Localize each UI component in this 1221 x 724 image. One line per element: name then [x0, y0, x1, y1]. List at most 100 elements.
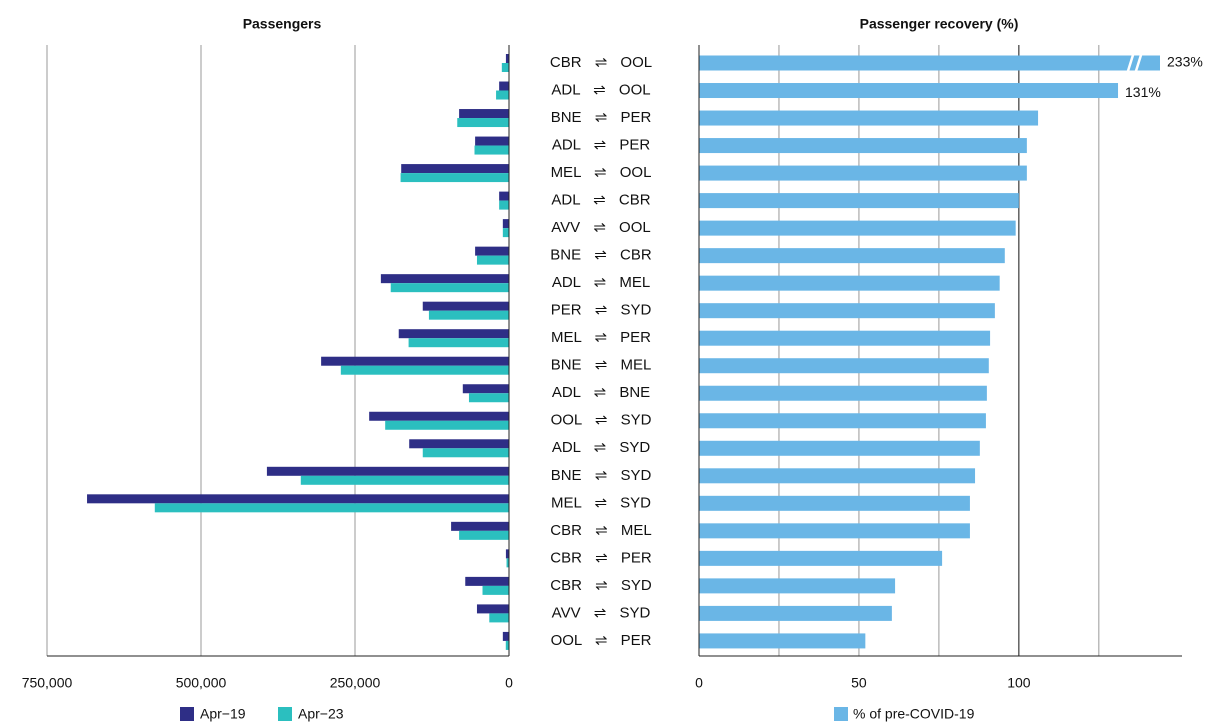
bar [699, 413, 986, 429]
bar [87, 494, 509, 504]
bar [699, 165, 1027, 181]
legend-swatch [834, 707, 848, 721]
bar [390, 283, 509, 293]
bar [699, 550, 943, 566]
bar [699, 83, 1119, 99]
bar [499, 81, 509, 91]
bar [401, 164, 509, 174]
axis-break [1134, 54, 1143, 72]
bar [475, 136, 509, 146]
bar [501, 63, 509, 72]
bar [465, 576, 509, 586]
category-label: OOL ⇌ SYD [551, 412, 652, 429]
x-tick-label: 750,000 [22, 675, 73, 691]
bar [699, 495, 970, 511]
bar [699, 110, 1039, 126]
bar [699, 248, 1005, 264]
bar [451, 521, 509, 531]
bar [154, 503, 510, 513]
bar [468, 393, 509, 403]
bar [266, 466, 509, 476]
bar [699, 385, 987, 401]
data-label: 131% [1125, 84, 1161, 100]
bar [699, 303, 995, 319]
bar [409, 439, 509, 449]
data-label: 233% [1167, 54, 1203, 70]
category-label: BNE ⇌ SYD [551, 467, 652, 484]
bar [422, 301, 509, 311]
x-tick-label: 50 [851, 675, 867, 691]
bar [699, 633, 866, 649]
bar [699, 440, 980, 456]
category-label: OOL ⇌ PER [551, 632, 652, 649]
bar [482, 585, 509, 595]
bar [398, 329, 509, 339]
bar [502, 228, 509, 238]
bar [459, 109, 509, 119]
category-label: ADL ⇌ OOL [551, 81, 650, 98]
bar [505, 54, 509, 63]
chart-title: Passengers [243, 16, 322, 32]
bar [502, 631, 509, 641]
bar [369, 411, 509, 421]
bar [699, 275, 1000, 291]
legend-label: Apr−19 [200, 706, 246, 722]
x-tick-label: 0 [695, 675, 703, 691]
bar [505, 549, 509, 559]
category-label: BNE ⇌ MEL [551, 357, 652, 374]
x-tick-label: 0 [505, 675, 513, 691]
bar [321, 356, 509, 366]
bar [499, 200, 509, 210]
legend-label: % of pre-COVID-19 [853, 706, 975, 722]
category-label: CBR ⇌ SYD [550, 577, 652, 594]
bar [505, 640, 509, 650]
bar [474, 145, 509, 155]
category-label: CBR ⇌ MEL [550, 522, 651, 539]
bar [428, 310, 509, 320]
bar [476, 604, 509, 614]
bar [699, 358, 989, 374]
category-label: AVV ⇌ SYD [552, 604, 651, 621]
x-tick-label: 250,000 [330, 675, 381, 691]
bar [489, 613, 509, 623]
x-tick-label: 500,000 [176, 675, 227, 691]
bar [699, 138, 1027, 154]
bar [385, 420, 509, 430]
axis-break [1126, 54, 1135, 72]
bar [502, 219, 509, 229]
bar [475, 246, 509, 256]
bar [499, 191, 509, 201]
bar [699, 578, 896, 594]
category-label: AVV ⇌ OOL [551, 219, 650, 236]
x-tick-label: 100 [1007, 675, 1031, 691]
category-label: ADL ⇌ BNE [552, 384, 650, 401]
category-label: MEL ⇌ PER [551, 329, 651, 346]
category-label: ADL ⇌ SYD [552, 439, 651, 456]
bar [506, 558, 509, 568]
bar [422, 448, 509, 458]
bar [457, 118, 509, 128]
bar [462, 384, 509, 394]
category-label: ADL ⇌ PER [552, 137, 651, 154]
category-label: ADL ⇌ MEL [552, 274, 650, 291]
bar [699, 220, 1016, 236]
category-label: CBR ⇌ OOL [550, 54, 652, 71]
category-label: ADL ⇌ CBR [551, 192, 650, 209]
bar [408, 338, 509, 348]
category-label: BNE ⇌ PER [551, 109, 652, 126]
category-label: MEL ⇌ OOL [551, 164, 652, 181]
bar [496, 90, 509, 100]
bar [400, 173, 509, 183]
legend-swatch [278, 707, 292, 721]
legend-swatch [180, 707, 194, 721]
bar [699, 468, 976, 484]
bar [300, 475, 509, 485]
bar [699, 55, 1160, 71]
category-label: BNE ⇌ CBR [550, 247, 652, 264]
bar [699, 605, 892, 621]
bar [380, 274, 509, 284]
bar [699, 523, 970, 539]
category-label: MEL ⇌ SYD [551, 494, 651, 511]
